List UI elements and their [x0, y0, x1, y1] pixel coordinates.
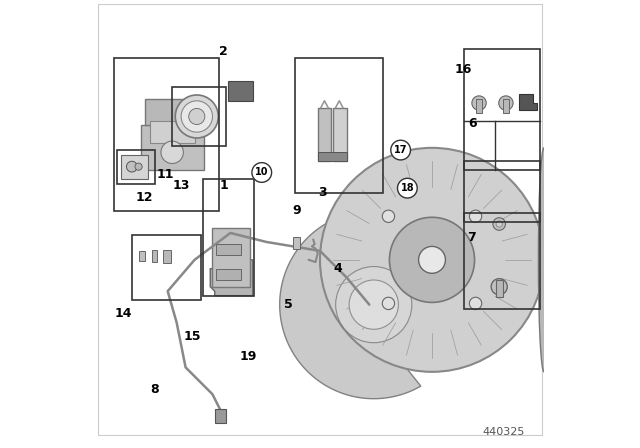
Bar: [203, 179, 254, 296]
Circle shape: [472, 96, 486, 110]
Bar: [152, 250, 157, 262]
Text: 10: 10: [255, 168, 269, 177]
Circle shape: [496, 221, 502, 227]
Text: 3: 3: [318, 186, 326, 199]
Circle shape: [349, 280, 398, 329]
Bar: [145, 99, 199, 125]
Text: 12: 12: [136, 190, 153, 204]
Bar: [293, 237, 300, 249]
Circle shape: [127, 161, 137, 172]
Text: 14: 14: [114, 307, 132, 320]
Bar: [464, 161, 540, 222]
Bar: [228, 81, 253, 101]
Bar: [117, 150, 155, 184]
Circle shape: [391, 140, 410, 160]
Text: 7: 7: [467, 231, 476, 244]
Text: 13: 13: [172, 179, 190, 193]
Polygon shape: [210, 260, 253, 296]
Circle shape: [389, 217, 475, 302]
Bar: [215, 409, 226, 423]
Text: 8: 8: [150, 383, 159, 396]
Bar: [150, 121, 195, 143]
Ellipse shape: [538, 148, 550, 372]
Bar: [212, 228, 250, 287]
Bar: [121, 155, 148, 179]
Text: 19: 19: [239, 349, 257, 363]
Circle shape: [175, 95, 218, 138]
Circle shape: [161, 141, 184, 164]
Bar: [163, 250, 172, 263]
Circle shape: [189, 108, 205, 125]
Circle shape: [135, 163, 142, 170]
Bar: [132, 235, 202, 300]
Bar: [464, 49, 540, 170]
Text: 17: 17: [394, 145, 408, 155]
Circle shape: [419, 246, 445, 273]
Text: 9: 9: [292, 204, 301, 217]
Circle shape: [397, 178, 417, 198]
Text: 6: 6: [468, 116, 477, 130]
Text: 16: 16: [454, 63, 472, 76]
Circle shape: [491, 279, 508, 295]
Text: 440325: 440325: [483, 427, 525, 437]
Circle shape: [499, 96, 513, 110]
Polygon shape: [280, 211, 455, 399]
Bar: [216, 269, 241, 280]
Bar: [464, 213, 540, 309]
Text: 2: 2: [220, 45, 228, 58]
Circle shape: [252, 163, 271, 182]
Bar: [317, 108, 332, 161]
Bar: [495, 280, 503, 297]
Circle shape: [493, 218, 506, 230]
Bar: [476, 99, 482, 113]
Bar: [333, 108, 347, 161]
Circle shape: [336, 267, 412, 343]
Bar: [296, 58, 383, 193]
Bar: [114, 58, 219, 211]
Bar: [139, 251, 145, 261]
Circle shape: [320, 148, 544, 372]
Bar: [216, 244, 241, 255]
Bar: [141, 125, 204, 170]
Bar: [503, 99, 509, 113]
Text: 5: 5: [284, 298, 293, 311]
Circle shape: [382, 297, 395, 310]
Text: 1: 1: [220, 179, 228, 193]
Circle shape: [469, 297, 482, 310]
Circle shape: [382, 210, 395, 223]
Text: 11: 11: [157, 168, 174, 181]
Text: 15: 15: [184, 329, 201, 343]
Bar: [172, 87, 226, 146]
Circle shape: [469, 210, 482, 223]
Polygon shape: [520, 94, 538, 110]
Text: 18: 18: [401, 183, 414, 193]
Circle shape: [181, 101, 212, 132]
Text: 4: 4: [333, 262, 342, 276]
Bar: [317, 152, 347, 161]
